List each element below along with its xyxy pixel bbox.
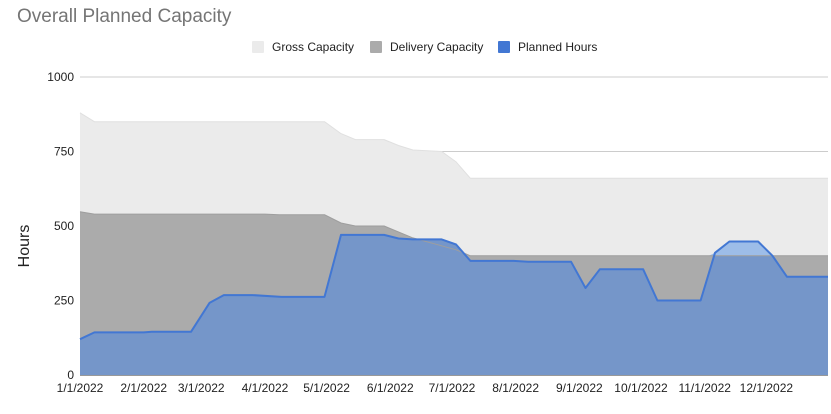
y-tick-label-0: 0 bbox=[67, 368, 74, 382]
line-gross-capacity bbox=[79, 112, 828, 179]
legend-swatch-delivery-capacity bbox=[370, 41, 382, 53]
x-tick-label-2022-03-01: 3/1/2022 bbox=[178, 381, 225, 395]
legend-swatch-gross-capacity bbox=[252, 41, 264, 53]
x-tick-label-2022-06-01: 6/1/2022 bbox=[367, 381, 414, 395]
legend-item-planned-hours[interactable]: Planned Hours bbox=[498, 40, 597, 54]
legend-item-gross-capacity[interactable]: Gross Capacity bbox=[252, 40, 354, 54]
x-tick-label-2022-11-01: 11/1/2022 bbox=[678, 381, 731, 395]
chart-title: Overall Planned Capacity bbox=[17, 6, 232, 27]
x-tick-label-2022-02-01: 2/1/2022 bbox=[120, 381, 167, 395]
y-tick-label-250: 250 bbox=[54, 294, 74, 308]
x-tick-label-2022-08-01: 8/1/2022 bbox=[492, 381, 539, 395]
legend-label-gross-capacity: Gross Capacity bbox=[272, 40, 355, 54]
legend-label-planned-hours: Planned Hours bbox=[518, 40, 598, 54]
legend-swatch-planned-hours bbox=[498, 41, 510, 53]
x-tick-label-2022-07-01: 7/1/2022 bbox=[429, 381, 476, 395]
x-tick-label-2022-10-01: 10/1/2022 bbox=[614, 381, 668, 395]
x-tick-label-2022-12-01: 12/1/2022 bbox=[740, 381, 794, 395]
x-axis-ticks: 1/1/2022 2/1/2022 3/1/2022 4/1/2022 5/1/2022… bbox=[57, 381, 794, 395]
line-delivery-capacity bbox=[79, 211, 828, 257]
x-tick-label-2022-04-01: 4/1/2022 bbox=[242, 381, 289, 395]
y-tick-label-1000: 1000 bbox=[47, 70, 74, 84]
legend-item-delivery-capacity[interactable]: Delivery Capacity bbox=[370, 40, 483, 54]
chart-legend: Gross Capacity Delivery Capacity Planned… bbox=[0, 40, 831, 58]
series-lines bbox=[79, 112, 828, 341]
x-tick-label-2022-01-01: 1/1/2022 bbox=[57, 381, 104, 395]
y-axis-ticks: 0 250 500 750 1000 bbox=[47, 70, 74, 382]
x-tick-label-2022-05-01: 5/1/2022 bbox=[303, 381, 350, 395]
y-tick-label-750: 750 bbox=[54, 145, 74, 159]
y-tick-label-500: 500 bbox=[54, 219, 74, 233]
line-planned-hours bbox=[79, 233, 828, 341]
area-over-capacity bbox=[708, 241, 773, 256]
legend-label-delivery-capacity: Delivery Capacity bbox=[390, 40, 484, 54]
x-tick-label-2022-09-01: 9/1/2022 bbox=[556, 381, 603, 395]
y-axis-title: Hours bbox=[16, 225, 33, 268]
